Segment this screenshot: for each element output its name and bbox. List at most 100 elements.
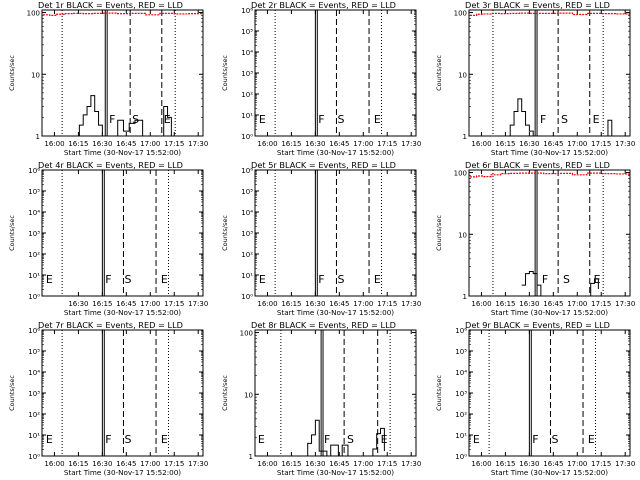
chart-title: Det 7r BLACK = Events, RED = LLD (38, 320, 183, 330)
detector-panel: Det 4r BLACK = Events, RED = LLD Counts/s… (8, 160, 208, 317)
y-axis-label: Counts/sec (435, 375, 443, 411)
x-tick-label: 16:45 (543, 300, 563, 308)
x-tick-label: 16:30 (92, 460, 112, 468)
y-tick-label: 1 (249, 453, 253, 461)
x-tick-label: 16:45 (543, 140, 563, 148)
x-tick-label: 17:00 (353, 140, 373, 148)
y-tick-label: 10³ (28, 390, 40, 398)
y-tick-label: 10¹ (241, 112, 253, 120)
chart-title: Det 3r BLACK = Events, RED = LLD (465, 0, 610, 10)
y-axis-label: Counts/sec (8, 375, 16, 411)
x-tick-label: 16:30 (305, 300, 325, 308)
flare-marker-e: E (374, 273, 381, 286)
x-axis-label: Start Time (30-Nov-17 15:52:00) (491, 148, 608, 157)
y-tick-label: 10⁵ (241, 28, 253, 36)
x-tick-label: 17:00 (567, 300, 587, 308)
flare-marker-f: F (542, 273, 548, 286)
x-tick-label: 17:30 (615, 300, 635, 308)
x-tick-label: 16:30 (519, 140, 539, 148)
y-tick-label: 100 (240, 330, 253, 338)
chart-title: Det 2r BLACK = Events, RED = LLD (251, 0, 396, 10)
x-tick-label: 17:30 (188, 460, 208, 468)
detector-panel: Det 3r BLACK = Events, RED = LLD Counts/s… (435, 0, 635, 157)
y-tick-label: 10⁴ (28, 209, 40, 217)
detector-panel: Det 6r BLACK = Events, RED = LLD Counts/s… (435, 160, 635, 317)
plot-frame (41, 329, 204, 457)
y-tick-label: 10⁴ (28, 369, 40, 377)
y-tick-label: 10¹ (28, 272, 40, 280)
x-tick-label: 16:15 (495, 460, 515, 468)
y-tick-label: 10⁰ (455, 453, 467, 461)
y-axis-label: Counts/sec (435, 55, 443, 91)
x-tick-label: 16:30 (519, 300, 539, 308)
x-axis-label: Start Time (30-Nov-17 15:52:00) (64, 148, 181, 157)
y-tick-label: 10⁵ (241, 188, 253, 196)
y-tick-label: 10² (28, 411, 40, 419)
x-tick-label: 17:30 (188, 300, 208, 308)
y-tick-label: 10¹ (241, 272, 253, 280)
x-tick-label: 16:00 (471, 300, 491, 308)
x-axis-label: Start Time (30-Nov-17 15:52:00) (64, 468, 181, 477)
x-axis-label: Start Time (30-Nov-17 15:52:00) (64, 308, 181, 317)
flare-marker-s: S (337, 113, 344, 126)
x-tick-label: 16:45 (329, 300, 349, 308)
y-axis-label: Counts/sec (435, 215, 443, 251)
y-tick-label: 10² (28, 251, 40, 259)
lld-series-line (42, 12, 203, 16)
y-tick-label: 10⁵ (455, 348, 467, 356)
y-tick-label: 10⁶ (241, 7, 253, 15)
flare-marker-s: S (337, 273, 344, 286)
x-tick-label: 16:00 (44, 140, 64, 148)
y-tick-label: 10 (31, 71, 40, 79)
plot-frame (254, 169, 417, 297)
detector-panel: Det 8r BLACK = Events, RED = LLD Counts/s… (221, 320, 421, 477)
flare-marker-e: E (381, 433, 388, 446)
flare-marker-e: E (258, 433, 265, 446)
plot-frame (254, 9, 417, 137)
y-tick-label: 10⁶ (455, 327, 467, 335)
x-tick-label: 16:45 (116, 300, 136, 308)
flare-marker-e: E (46, 273, 53, 286)
flare-marker-s: S (124, 273, 131, 286)
x-tick-label: 17:30 (401, 460, 421, 468)
y-tick-label: 10² (241, 251, 253, 259)
plot-frame (41, 169, 204, 297)
x-tick-label: 17:00 (567, 460, 587, 468)
flare-marker-e: E (161, 433, 168, 446)
flare-marker-s: S (132, 113, 139, 126)
y-tick-label: 10 (458, 71, 467, 79)
detector-panel: Det 9r BLACK = Events, RED = LLD Counts/s… (435, 320, 635, 477)
detector-panel: Det 2r BLACK = Events, RED = LLD Counts/s… (221, 0, 421, 157)
flare-marker-s: S (124, 433, 131, 446)
chart-title: Det 9r BLACK = Events, RED = LLD (465, 320, 610, 330)
plot-frame (41, 9, 204, 137)
x-tick-label: 17:15 (591, 140, 611, 148)
y-tick-label: 10⁰ (28, 453, 40, 461)
y-tick-label: 10³ (241, 70, 253, 78)
y-tick-label: 10⁵ (28, 348, 40, 356)
flare-marker-e: E (473, 433, 480, 446)
flare-marker-e: E (46, 433, 53, 446)
chart-title: Det 8r BLACK = Events, RED = LLD (251, 320, 396, 330)
y-axis-label: Counts/sec (221, 215, 229, 251)
flare-marker-f: F (540, 113, 546, 126)
x-tick-label: 16:00 (257, 300, 277, 308)
y-tick-label: 10⁵ (28, 188, 40, 196)
flare-marker-e: E (594, 273, 601, 286)
detector-panel: Det 5r BLACK = Events, RED = LLD Counts/s… (221, 160, 421, 317)
x-tick-label: 17:15 (377, 140, 397, 148)
flare-marker-s: S (347, 433, 354, 446)
flare-marker-e: E (164, 113, 171, 126)
y-tick-label: 10³ (455, 390, 467, 398)
plot-frame (468, 329, 631, 457)
x-tick-label: 17:00 (353, 460, 373, 468)
x-tick-label: 16:15 (495, 300, 515, 308)
events-series-line (73, 95, 172, 137)
x-tick-label: 16:15 (281, 300, 301, 308)
y-tick-label: 10² (455, 411, 467, 419)
x-axis-label: Start Time (30-Nov-17 15:52:00) (277, 308, 394, 317)
flare-marker-s: S (561, 113, 568, 126)
x-tick-label: 17:00 (140, 140, 160, 148)
y-tick-label: 1 (463, 293, 467, 301)
